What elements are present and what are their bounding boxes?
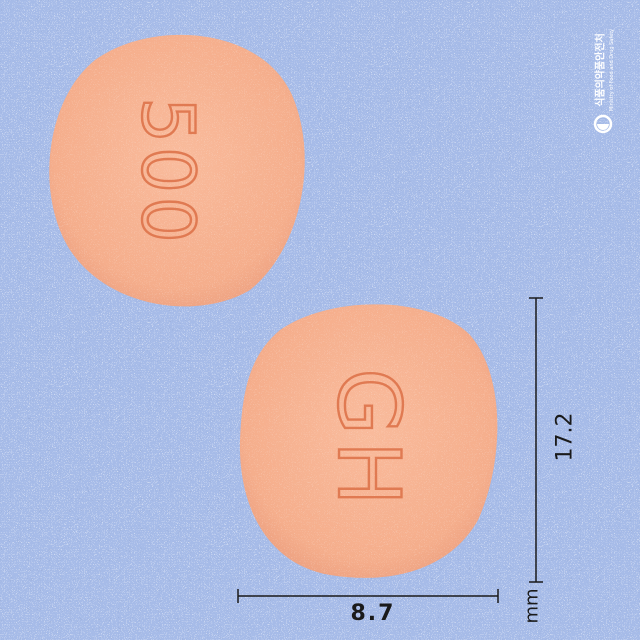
watermark-subtitle: Ministry of Food and Drug Safety <box>609 29 615 111</box>
watermark-name: 식품의약품안전처 <box>594 33 607 107</box>
tablet-front: 500 <box>49 34 305 307</box>
ministry-logo-icon <box>593 114 613 134</box>
length-label: 17.2 <box>553 413 578 462</box>
watermark: 식품의약품안전처 Ministry of Food and Drug Safet… <box>593 29 615 134</box>
length-ruler <box>529 297 543 583</box>
unit-label: mm <box>522 588 543 623</box>
tablet-back-imprint: GH <box>318 368 418 511</box>
width-label: 8.7 <box>351 601 396 626</box>
width-ruler <box>237 589 499 603</box>
tablet-front-imprint: 500 <box>126 97 210 246</box>
tablet-back: GH <box>239 304 498 578</box>
